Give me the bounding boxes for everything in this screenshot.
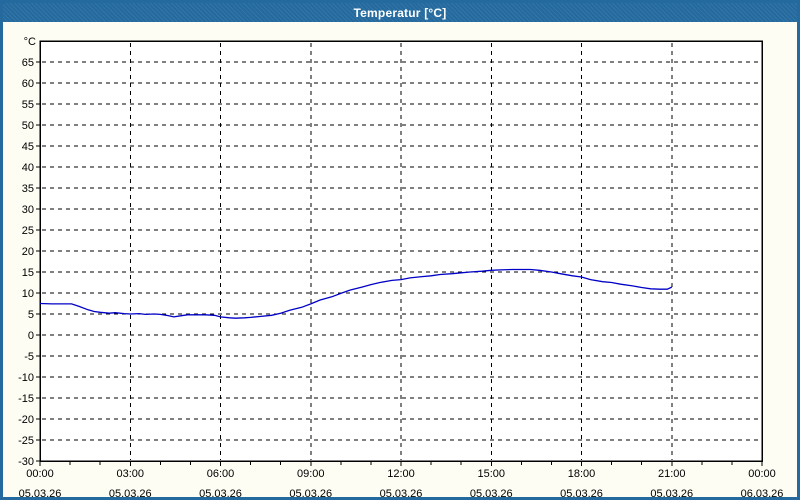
x-axis-date-label: 05.03.26 <box>380 488 423 497</box>
x-axis-date-label: 05.03.26 <box>109 488 152 497</box>
y-axis-tick-label: -15 <box>18 393 34 405</box>
x-axis-date-label: 05.03.26 <box>199 488 242 497</box>
y-axis-tick-label: 60 <box>22 78 34 90</box>
y-axis-tick-label: 55 <box>22 99 34 111</box>
y-axis-tick-label: 50 <box>22 120 34 132</box>
y-axis-tick-label: 35 <box>22 183 34 195</box>
x-axis-date-label: 06.03.26 <box>741 488 784 497</box>
temperature-line <box>39 268 673 319</box>
y-axis-tick-label: 40 <box>22 162 34 174</box>
x-axis-time-label: 21:00 <box>658 468 686 480</box>
x-axis-date-label: 05.03.26 <box>650 488 693 497</box>
y-axis-tick-label: 25 <box>22 225 34 237</box>
y-axis-tick-label: -30 <box>18 456 34 468</box>
x-axis-time-label: 03:00 <box>116 468 144 480</box>
y-axis-tick-label: -25 <box>18 435 34 447</box>
y-axis-tick-label: 10 <box>22 288 34 300</box>
x-axis-time-label: 00:00 <box>748 468 776 480</box>
y-axis-tick-label: 45 <box>22 141 34 153</box>
x-axis-time-label: 00:00 <box>26 468 54 480</box>
y-axis-tick-label: 30 <box>22 204 34 216</box>
y-axis-tick-label: 15 <box>22 267 34 279</box>
temperature-chart: 65605550454035302520151050-5-10-15-20-25… <box>18 36 784 497</box>
y-axis-tick-label: 65 <box>22 57 34 69</box>
x-axis-time-label: 09:00 <box>297 468 325 480</box>
x-axis-date-label: 05.03.26 <box>560 488 603 497</box>
window-title: Temperatur [°C] <box>353 5 447 20</box>
y-axis-tick-label: 20 <box>22 246 34 258</box>
y-axis-tick-label: -5 <box>24 351 34 363</box>
x-axis-date-label: 05.03.26 <box>470 488 513 497</box>
y-axis-tick-label: 0 <box>28 330 34 342</box>
window-title-bar: Temperatur [°C] <box>3 3 797 22</box>
x-axis-time-label: 18:00 <box>568 468 596 480</box>
y-axis-tick-label: -10 <box>18 372 34 384</box>
x-axis-date-label: 05.03.26 <box>289 488 332 497</box>
chart-area: 65 60 55 50 45 40 35 30 25 20 15 10 5 0 -5 -10 -15 -20 -25… <box>3 22 797 497</box>
x-axis-time-label: 15:00 <box>477 468 505 480</box>
y-axis-tick-label: 5 <box>28 309 34 321</box>
x-axis-date-label: 05.03.26 <box>19 488 62 497</box>
x-axis-time-label: 06:00 <box>207 468 235 480</box>
y-axis-unit-label: °C <box>24 36 36 48</box>
y-axis-tick-label: -20 <box>18 414 34 426</box>
x-axis-time-label: 12:00 <box>387 468 415 480</box>
